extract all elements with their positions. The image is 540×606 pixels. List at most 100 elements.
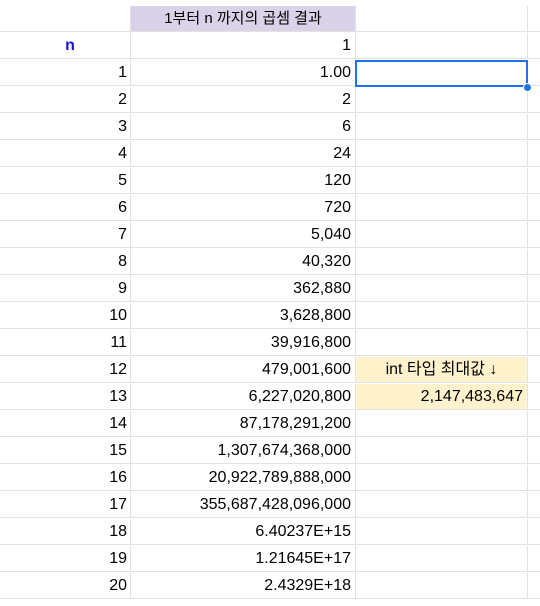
cell-value[interactable]: 2 xyxy=(131,87,356,113)
cell-n-label[interactable]: n xyxy=(0,33,131,59)
cell-value[interactable]: 1.21645E+17 xyxy=(131,546,356,572)
cell-n[interactable]: 5 xyxy=(0,168,131,194)
cell-c[interactable] xyxy=(356,465,528,491)
cell-value[interactable]: 20,922,789,888,000 xyxy=(131,465,356,491)
cell-c[interactable] xyxy=(356,249,528,275)
cell-header-title[interactable]: 1부터 n 까지의 곱셈 결과 xyxy=(131,6,356,32)
cell-c-n[interactable] xyxy=(356,33,528,59)
cell-d[interactable] xyxy=(528,114,540,140)
sheet-row: 17 355,687,428,096,000 xyxy=(0,492,540,519)
cell-d[interactable] xyxy=(528,87,540,113)
cell-n[interactable]: 19 xyxy=(0,546,131,572)
cell-c[interactable] xyxy=(356,195,528,221)
sheet-row: 5 120 xyxy=(0,168,540,195)
cell-c[interactable] xyxy=(356,87,528,113)
cell-value[interactable]: 6 xyxy=(131,114,356,140)
cell-a-header[interactable] xyxy=(0,6,131,32)
cell-value[interactable]: 720 xyxy=(131,195,356,221)
cell-n[interactable]: 15 xyxy=(0,438,131,464)
cell-c[interactable] xyxy=(356,330,528,356)
cell-n[interactable]: 14 xyxy=(0,411,131,437)
cell-n[interactable]: 10 xyxy=(0,303,131,329)
cell-value[interactable]: 3,628,800 xyxy=(131,303,356,329)
cell-d[interactable] xyxy=(528,222,540,248)
cell-n[interactable]: 8 xyxy=(0,249,131,275)
cell-n[interactable]: 4 xyxy=(0,141,131,167)
cell-d[interactable] xyxy=(528,276,540,302)
sheet-row: 15 1,307,674,368,000 xyxy=(0,438,540,465)
cell-c[interactable] xyxy=(356,141,528,167)
cell-value[interactable]: 1,307,674,368,000 xyxy=(131,438,356,464)
cell-n[interactable]: 6 xyxy=(0,195,131,221)
cell-d[interactable] xyxy=(528,357,540,383)
cell-value-zero[interactable]: 1 xyxy=(131,33,356,59)
cell-value[interactable]: 40,320 xyxy=(131,249,356,275)
cell-value[interactable]: 6.40237E+15 xyxy=(131,519,356,545)
active-cell-selection[interactable] xyxy=(355,60,528,87)
cell-d[interactable] xyxy=(528,492,540,518)
cell-d[interactable] xyxy=(528,384,540,410)
sheet-row: 2 2 xyxy=(0,87,540,114)
cell-n[interactable]: 12 xyxy=(0,357,131,383)
cell-value[interactable]: 87,178,291,200 xyxy=(131,411,356,437)
sheet-row: 20 2.4329E+18 xyxy=(0,573,540,600)
cell-d-header[interactable] xyxy=(528,6,540,32)
cell-n[interactable]: 20 xyxy=(0,573,131,599)
sheet-row-header: 1부터 n 까지의 곱셈 결과 xyxy=(0,6,540,33)
cell-d[interactable] xyxy=(528,168,540,194)
cell-n[interactable]: 7 xyxy=(0,222,131,248)
cell-n[interactable]: 11 xyxy=(0,330,131,356)
cell-d[interactable] xyxy=(528,303,540,329)
cell-n[interactable]: 17 xyxy=(0,492,131,518)
cell-c[interactable] xyxy=(356,222,528,248)
cell-note-title[interactable]: int 타입 최대값 ↓ xyxy=(356,357,528,383)
sheet-row: 4 24 xyxy=(0,141,540,168)
cell-c[interactable] xyxy=(356,276,528,302)
cell-n[interactable]: 9 xyxy=(0,276,131,302)
cell-value[interactable]: 39,916,800 xyxy=(131,330,356,356)
cell-n[interactable]: 13 xyxy=(0,384,131,410)
cell-value[interactable]: 355,687,428,096,000 xyxy=(131,492,356,518)
sheet-row: 9 362,880 xyxy=(0,276,540,303)
cell-n[interactable]: 16 xyxy=(0,465,131,491)
cell-d[interactable] xyxy=(528,330,540,356)
cell-value[interactable]: 2.4329E+18 xyxy=(131,573,356,599)
cell-value[interactable]: 5,040 xyxy=(131,222,356,248)
sheet-row: 16 20,922,789,888,000 xyxy=(0,465,540,492)
cell-d-n[interactable] xyxy=(528,33,540,59)
cell-note-value[interactable]: 2,147,483,647 xyxy=(356,384,528,410)
cell-n[interactable]: 3 xyxy=(0,114,131,140)
cell-c-header[interactable] xyxy=(356,6,528,32)
cell-d[interactable] xyxy=(528,60,540,86)
cell-value[interactable]: 6,227,020,800 xyxy=(131,384,356,410)
sheet-row: 7 5,040 xyxy=(0,222,540,249)
cell-value[interactable]: 120 xyxy=(131,168,356,194)
cell-value[interactable]: 24 xyxy=(131,141,356,167)
cell-d[interactable] xyxy=(528,141,540,167)
cell-n[interactable]: 1 xyxy=(0,60,131,86)
cell-value[interactable]: 362,880 xyxy=(131,276,356,302)
cell-c[interactable] xyxy=(356,492,528,518)
cell-value[interactable]: 1.00 xyxy=(131,60,356,86)
cell-c[interactable] xyxy=(356,573,528,599)
cell-d[interactable] xyxy=(528,573,540,599)
fill-handle[interactable] xyxy=(523,83,532,92)
cell-c[interactable] xyxy=(356,411,528,437)
cell-d[interactable] xyxy=(528,465,540,491)
cell-c[interactable] xyxy=(356,438,528,464)
cell-d[interactable] xyxy=(528,195,540,221)
cell-c[interactable] xyxy=(356,168,528,194)
cell-d[interactable] xyxy=(528,249,540,275)
cell-n[interactable]: 18 xyxy=(0,519,131,545)
cell-d[interactable] xyxy=(528,519,540,545)
cell-d[interactable] xyxy=(528,438,540,464)
cell-d[interactable] xyxy=(528,411,540,437)
cell-c[interactable] xyxy=(356,519,528,545)
cell-c[interactable] xyxy=(356,303,528,329)
cell-c[interactable] xyxy=(356,546,528,572)
cell-d[interactable] xyxy=(528,546,540,572)
cell-value[interactable]: 479,001,600 xyxy=(131,357,356,383)
cell-c[interactable] xyxy=(356,114,528,140)
cell-n[interactable]: 2 xyxy=(0,87,131,113)
